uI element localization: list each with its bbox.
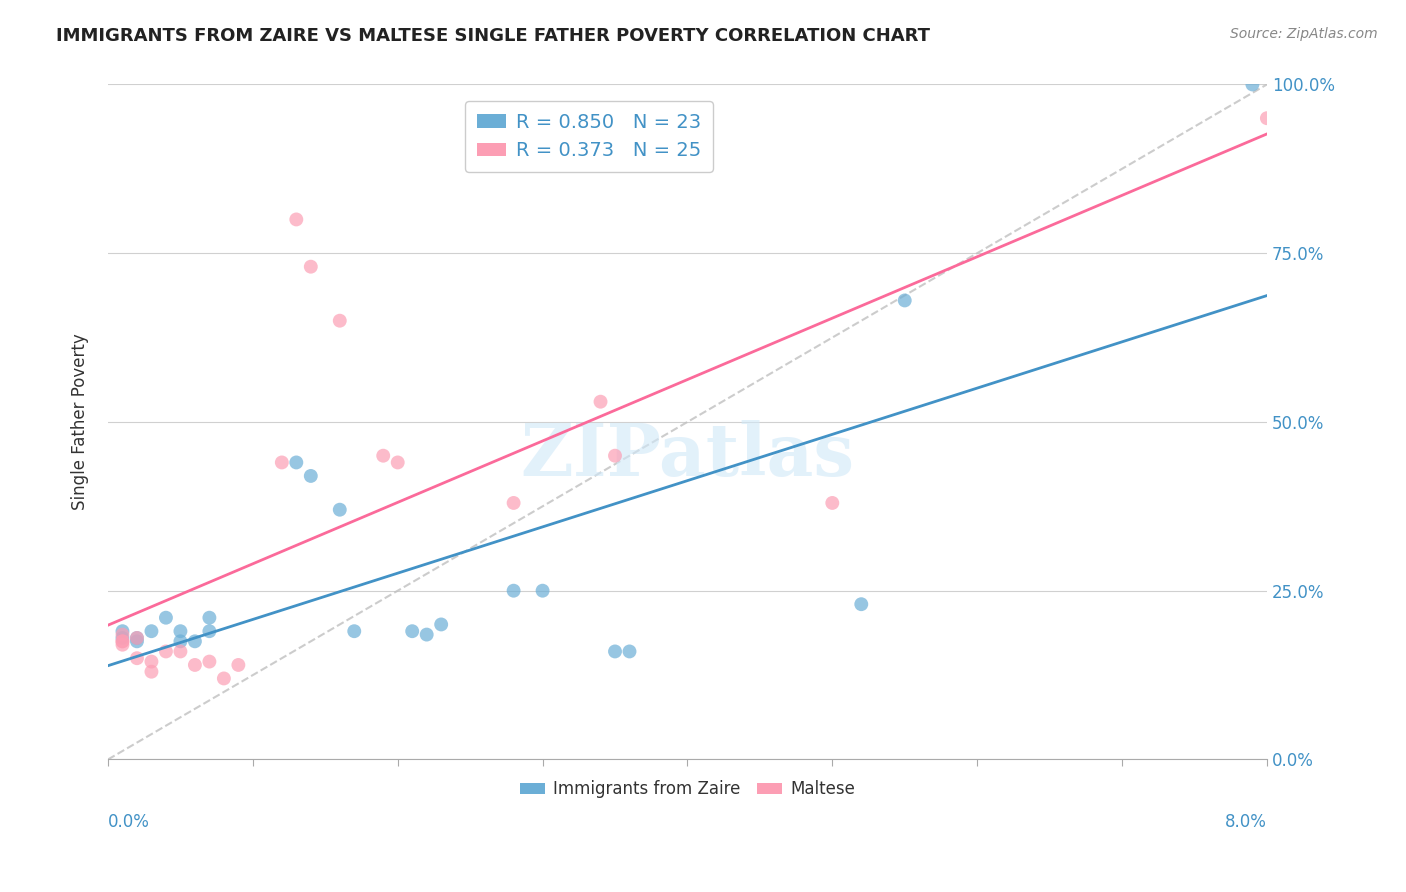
Point bbox=[155, 610, 177, 624]
Point bbox=[141, 665, 163, 679]
Point bbox=[430, 617, 453, 632]
Point bbox=[198, 610, 221, 624]
Point bbox=[851, 597, 873, 611]
Point bbox=[125, 651, 148, 665]
Point bbox=[415, 627, 437, 641]
Text: IMMIGRANTS FROM ZAIRE VS MALTESE SINGLE FATHER POVERTY CORRELATION CHART: IMMIGRANTS FROM ZAIRE VS MALTESE SINGLE … bbox=[56, 27, 931, 45]
Point bbox=[169, 634, 191, 648]
Point bbox=[125, 634, 148, 648]
Point bbox=[169, 624, 191, 639]
Text: 8.0%: 8.0% bbox=[1225, 814, 1267, 831]
Point bbox=[373, 449, 395, 463]
Text: 0.0%: 0.0% bbox=[108, 814, 150, 831]
Point bbox=[212, 672, 235, 686]
Point bbox=[285, 212, 308, 227]
Text: ZIPatlas: ZIPatlas bbox=[520, 420, 855, 491]
Point bbox=[141, 655, 163, 669]
Point bbox=[111, 634, 134, 648]
Point bbox=[502, 583, 524, 598]
Point bbox=[387, 455, 409, 469]
Point bbox=[343, 624, 366, 639]
Point bbox=[125, 631, 148, 645]
Point bbox=[502, 496, 524, 510]
Point bbox=[531, 583, 554, 598]
Point bbox=[111, 624, 134, 639]
Point bbox=[299, 469, 322, 483]
Point bbox=[603, 644, 626, 658]
Y-axis label: Single Father Poverty: Single Father Poverty bbox=[72, 334, 89, 510]
Point bbox=[228, 657, 250, 672]
Point bbox=[169, 644, 191, 658]
Point bbox=[1241, 78, 1264, 92]
Point bbox=[111, 638, 134, 652]
Legend: Immigrants from Zaire, Maltese: Immigrants from Zaire, Maltese bbox=[513, 773, 862, 805]
Point bbox=[111, 627, 134, 641]
Point bbox=[125, 631, 148, 645]
Point bbox=[270, 455, 292, 469]
Point bbox=[184, 657, 207, 672]
Point bbox=[111, 634, 134, 648]
Point bbox=[299, 260, 322, 274]
Point bbox=[111, 631, 134, 645]
Point bbox=[198, 624, 221, 639]
Point bbox=[821, 496, 844, 510]
Point bbox=[893, 293, 915, 308]
Point bbox=[589, 394, 612, 409]
Point bbox=[401, 624, 423, 639]
Point bbox=[141, 624, 163, 639]
Text: Source: ZipAtlas.com: Source: ZipAtlas.com bbox=[1230, 27, 1378, 41]
Point bbox=[184, 634, 207, 648]
Point bbox=[329, 502, 352, 516]
Point bbox=[603, 449, 626, 463]
Point bbox=[619, 644, 641, 658]
Point bbox=[285, 455, 308, 469]
Point bbox=[1256, 112, 1278, 126]
Point bbox=[329, 314, 352, 328]
Point bbox=[155, 644, 177, 658]
Point bbox=[198, 655, 221, 669]
